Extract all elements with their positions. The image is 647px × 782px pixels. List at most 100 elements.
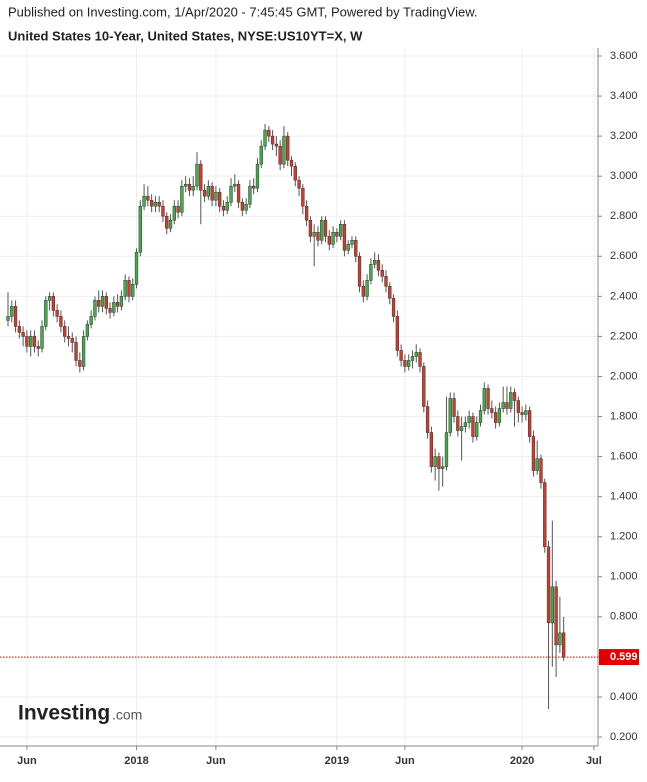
candle-body <box>369 264 373 281</box>
candle-body <box>425 406 430 433</box>
candle-body <box>146 195 150 201</box>
candle-body <box>543 482 547 547</box>
candle-body <box>550 586 554 624</box>
candle-body <box>308 219 313 237</box>
candle-body <box>418 352 422 367</box>
candle-body <box>520 412 524 415</box>
candle-body <box>191 185 195 191</box>
candle-body <box>399 350 403 361</box>
grid <box>0 48 598 746</box>
candle-body <box>274 143 279 147</box>
candle-body <box>323 219 328 237</box>
x-tick-label: Jun <box>17 755 37 767</box>
candle-body <box>354 240 358 257</box>
candle-body <box>51 296 56 311</box>
candle-body <box>184 183 188 187</box>
candle-body <box>527 410 532 437</box>
candle-body <box>463 422 468 427</box>
candle-body <box>59 316 63 327</box>
candle-body <box>380 270 384 277</box>
y-tick-label: 0.200 <box>610 731 638 743</box>
candle-body <box>493 412 498 423</box>
candle-body <box>342 223 347 251</box>
y-tick-label: 0.400 <box>610 691 638 703</box>
candle-body <box>316 232 320 241</box>
candle-body <box>142 195 146 207</box>
candle-body <box>25 336 29 347</box>
candle-body <box>293 165 297 181</box>
candle-body <box>497 408 502 423</box>
candle-body <box>297 179 301 189</box>
y-tick-label: 3.400 <box>610 90 638 102</box>
logo-suffix: .com <box>112 707 142 723</box>
candle-body <box>384 276 388 287</box>
candle-body <box>81 336 86 367</box>
candle-body <box>165 215 169 229</box>
candle-body <box>172 205 176 221</box>
candle-body <box>407 360 411 367</box>
candle-body <box>437 456 441 469</box>
candle-body <box>40 326 44 349</box>
y-tick-label: 1.600 <box>610 450 638 462</box>
candle-body <box>289 159 294 167</box>
candle-body <box>176 205 180 213</box>
candle-body <box>270 135 275 145</box>
candle-body <box>444 432 449 467</box>
candle-body <box>490 408 494 413</box>
candle-body <box>236 183 241 203</box>
candle-body <box>248 185 252 205</box>
y-tick-label: 3.600 <box>610 50 638 62</box>
candle-body <box>361 286 365 297</box>
logo: Investing <box>18 702 110 725</box>
y-tick-label: 1.400 <box>610 491 638 503</box>
y-tick-label: 2.200 <box>610 330 638 342</box>
candle-body <box>195 163 199 187</box>
candle-body <box>104 296 108 309</box>
candle-body <box>475 422 479 437</box>
candle-body <box>202 189 207 197</box>
candle-body <box>535 458 539 471</box>
candle-body <box>441 466 445 469</box>
candle-body <box>66 336 71 339</box>
candle-body <box>214 191 218 201</box>
candle-body <box>539 458 543 483</box>
candle-body <box>74 342 78 361</box>
candle-body <box>168 219 173 229</box>
candle-body <box>131 284 135 297</box>
candle-body <box>267 129 271 137</box>
candle-body <box>346 244 350 251</box>
candle-body <box>218 191 222 207</box>
candle-body <box>301 187 305 207</box>
x-tick-label: Jun <box>206 755 226 767</box>
candle-body <box>6 316 10 321</box>
candle-body <box>138 205 142 253</box>
header: Published on Investing.com, 1/Apr/2020 -… <box>8 4 477 19</box>
candle-body <box>388 286 392 299</box>
candle-body <box>93 300 97 317</box>
x-tick-label: 2018 <box>124 755 148 767</box>
candle-body <box>252 185 256 189</box>
candle-body <box>286 135 290 161</box>
candle-body <box>562 632 566 658</box>
candle-body <box>32 336 37 347</box>
candle-body <box>112 302 116 313</box>
candle-body <box>78 360 82 367</box>
candle-body <box>244 203 248 211</box>
candle-body <box>123 280 127 297</box>
candle-body <box>312 232 316 237</box>
candle-body <box>410 356 415 361</box>
candle-body <box>433 456 437 467</box>
candle-body <box>255 163 260 189</box>
candle-body <box>558 632 562 646</box>
candle-body <box>365 280 369 297</box>
candle-body <box>21 332 25 337</box>
candle-body <box>100 296 105 307</box>
candle-body <box>554 586 558 646</box>
x-tick-label: Jul <box>586 755 602 767</box>
candles <box>6 124 566 709</box>
candle-body <box>335 232 339 237</box>
y-tick-label: 3.000 <box>610 170 638 182</box>
candle-body <box>456 416 460 431</box>
candle-body <box>180 185 184 213</box>
